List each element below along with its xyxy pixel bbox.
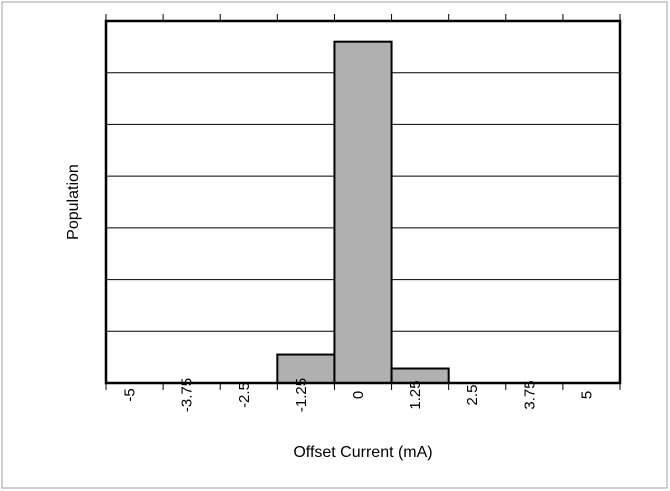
x-tick-label: -2.5 <box>236 382 253 408</box>
x-axis-ticks <box>105 14 621 390</box>
x-tick-label: -1.25 <box>293 378 310 412</box>
histogram-bar <box>333 40 393 385</box>
x-tick-label: 1.25 <box>407 380 424 409</box>
plot-area <box>104 19 622 385</box>
x-axis-label: Offset Current (mA) <box>293 444 432 461</box>
x-tick-label: -5 <box>122 388 139 401</box>
x-tick-label: 2.5 <box>464 385 481 406</box>
x-tick-label: 5 <box>578 391 595 399</box>
x-tick-label: 0 <box>350 391 367 399</box>
x-tick-label: -3.75 <box>179 378 196 412</box>
y-axis-label: Population <box>65 164 82 240</box>
x-tick-label: 3.75 <box>521 380 538 409</box>
histogram-bars <box>276 40 450 385</box>
x-axis-tick-labels: -5 -3.75 -2.5 -1.25 0 1.25 2.5 3.75 5 <box>122 378 596 412</box>
